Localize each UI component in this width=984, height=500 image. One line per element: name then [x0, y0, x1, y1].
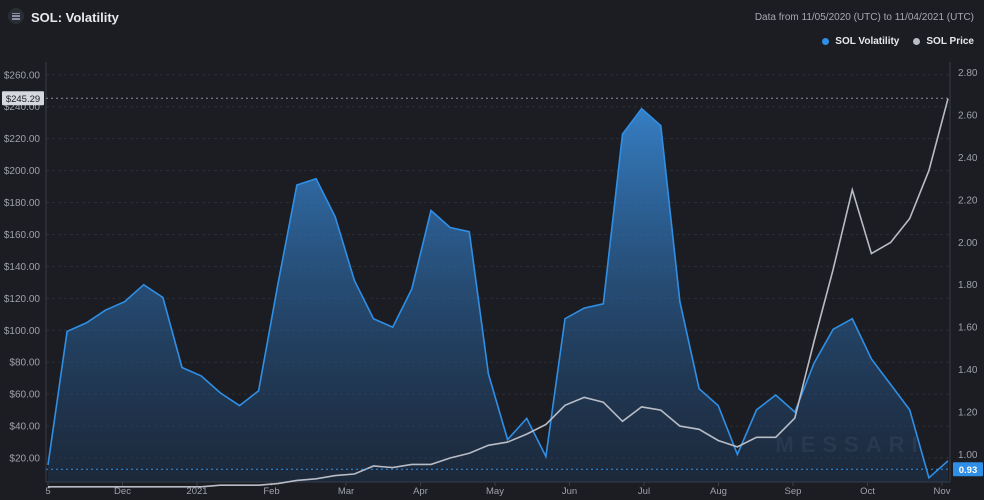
y-right-tick-label: 2.20: [958, 195, 978, 206]
legend-dot-volatility: [822, 38, 830, 45]
x-tick-label: 5: [45, 486, 50, 497]
y-left-tick-label: $120.00: [4, 294, 41, 305]
y-left-tick-label: $160.00: [4, 230, 41, 241]
y-left-tick-label: $240.00: [4, 102, 41, 113]
x-tick-label: Nov: [934, 486, 951, 497]
x-tick-label: Feb: [263, 486, 279, 497]
y-left-tick-label: $40.00: [9, 422, 40, 433]
y-left-tick-label: $260.00: [4, 70, 41, 81]
y-right-tick-label: 1.00: [958, 450, 978, 461]
y-right-tick-label: 2.40: [958, 153, 978, 164]
x-tick-label: May: [486, 486, 504, 497]
y-right-tick-label: 1.20: [958, 408, 978, 419]
x-tick-label: Sep: [785, 486, 802, 497]
y-left-tick-label: $140.00: [4, 262, 41, 273]
y-right-tick-label: 1.60: [958, 323, 978, 334]
y-left-tick-label: $200.00: [4, 166, 41, 177]
volatility-area: [48, 108, 948, 482]
chart-title: SOL: Volatility: [31, 10, 119, 25]
x-tick-label: Apr: [413, 486, 428, 497]
chart-legend: SOL Volatility SOL Price: [822, 36, 974, 47]
x-tick-label: Mar: [338, 486, 354, 497]
price-current-badge: [2, 91, 44, 106]
x-tick-label: Oct: [860, 486, 875, 497]
y-left-tick-label: $180.00: [4, 198, 41, 209]
y-right-tick-label: 2.00: [958, 238, 978, 249]
x-tick-label: Dec: [114, 486, 131, 497]
y-left-tick-label: $20.00: [9, 454, 40, 465]
y-left-tick-label: $60.00: [9, 390, 40, 401]
legend-item-price[interactable]: SOL Price: [913, 36, 974, 47]
legend-item-volatility[interactable]: SOL Volatility: [822, 36, 899, 47]
y-right-tick-label: 2.80: [958, 68, 978, 79]
legend-label-volatility: SOL Volatility: [835, 36, 900, 47]
x-tick-label: Jun: [562, 486, 577, 497]
date-range-label: Data from 11/05/2020 (UTC) to 11/04/2021…: [754, 12, 974, 23]
y-left-tick-label: $80.00: [9, 358, 40, 369]
y-left-tick-label: $100.00: [4, 326, 41, 337]
price-line: [48, 98, 949, 488]
x-tick-label: 2021: [186, 486, 207, 497]
y-left-tick-label: $220.00: [4, 134, 41, 145]
volatility-current-badge: [953, 462, 983, 477]
y-right-tick-label: 1.40: [958, 365, 978, 376]
chart-header: SOL: Volatility Data from 11/05/2020 (UT…: [0, 0, 984, 36]
y-right-tick-label: 1.80: [958, 280, 978, 291]
y-right-tick-label: 2.60: [958, 111, 978, 122]
legend-label-price: SOL Price: [926, 36, 974, 47]
x-tick-label: Jul: [638, 486, 650, 497]
volatility-current-label: 0.93: [959, 465, 978, 476]
solana-logo-icon: [8, 8, 24, 24]
legend-dot-price: [913, 38, 921, 45]
price-current-label: $245.29: [6, 94, 40, 105]
x-tick-label: Aug: [710, 486, 727, 497]
